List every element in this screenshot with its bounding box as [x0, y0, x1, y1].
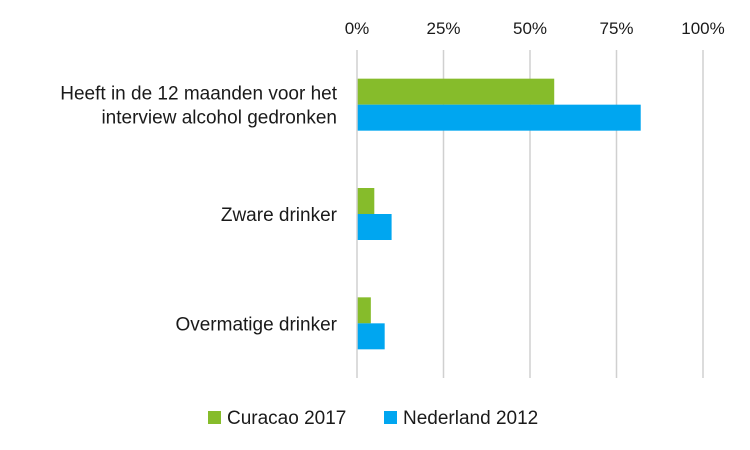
legend: Curacao 2017 Nederland 2012 — [208, 408, 538, 429]
x-axis-ticks: 0% 25% 50% 75% 100% — [345, 19, 725, 38]
x-tick-label: 0% — [345, 19, 370, 38]
legend-swatch — [208, 411, 221, 424]
bar-curacao-2017 — [357, 297, 371, 324]
category-label: Overmatige drinker — [175, 314, 337, 335]
category-label: Zware drinker — [221, 205, 338, 226]
bar-nederland-2012 — [357, 214, 392, 240]
legend-label: Curacao 2017 — [227, 408, 346, 429]
x-tick-label: 25% — [426, 19, 460, 38]
x-tick-label: 100% — [681, 19, 724, 38]
category-label: Heeft in de 12 maanden voor het — [60, 84, 337, 105]
x-tick-label: 50% — [513, 19, 547, 38]
category-labels: Heeft in de 12 maanden voor het interview… — [60, 84, 337, 336]
legend-swatch — [384, 411, 397, 424]
bar-nederland-2012 — [357, 104, 641, 131]
bars — [357, 78, 641, 350]
x-tick-label: 75% — [599, 19, 633, 38]
bar-curacao-2017 — [357, 188, 375, 214]
category-label: interview alcohol gedronken — [101, 108, 337, 129]
bar-nederland-2012 — [357, 323, 385, 350]
bar-curacao-2017 — [357, 78, 555, 105]
legend-label: Nederland 2012 — [403, 408, 538, 429]
